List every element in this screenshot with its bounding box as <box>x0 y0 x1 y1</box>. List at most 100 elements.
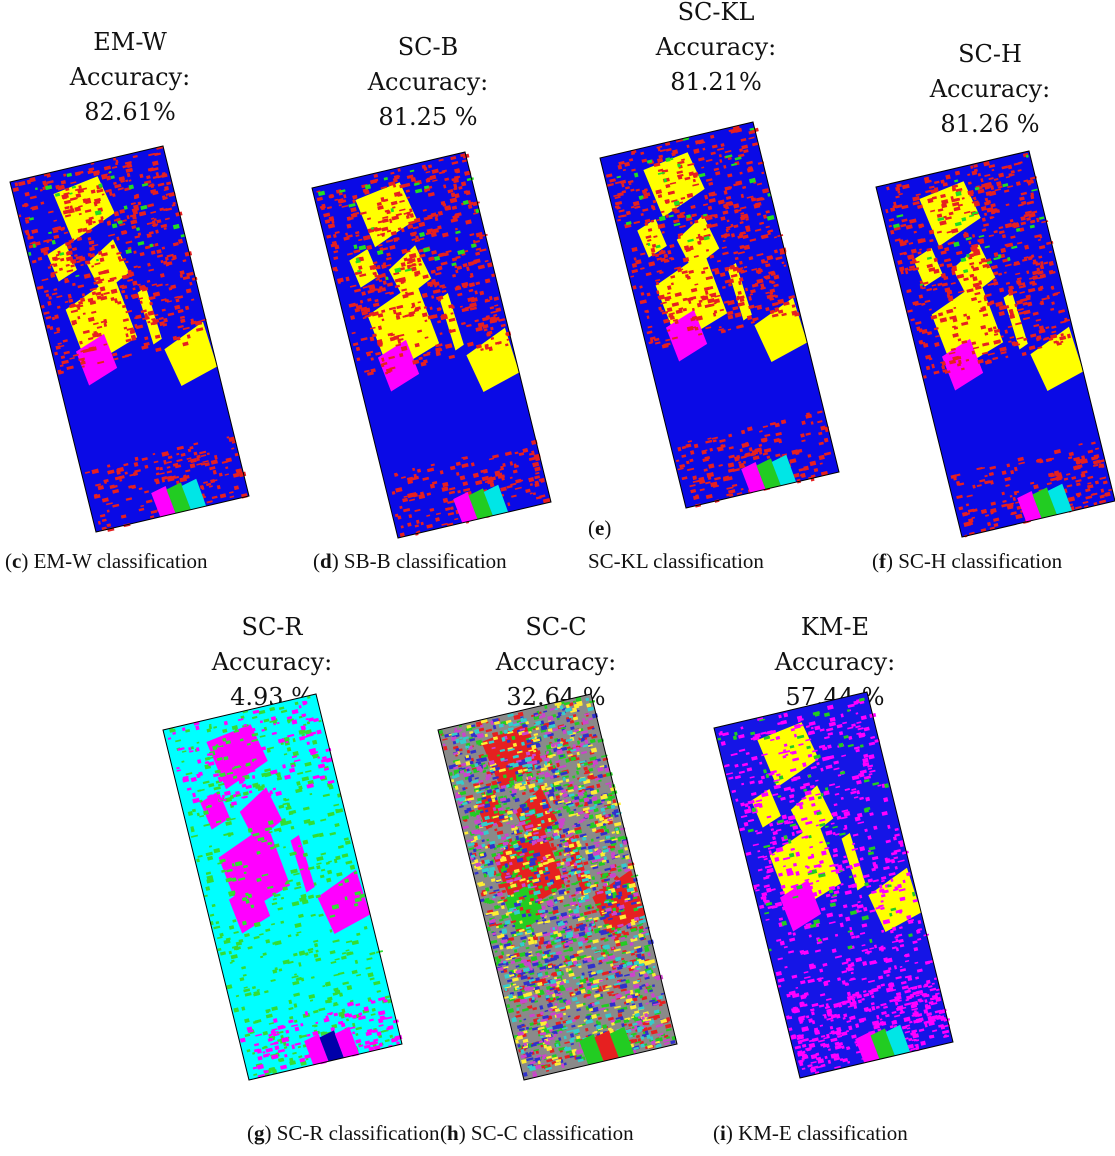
map-speckle <box>151 318 156 321</box>
map-speckle <box>137 297 144 300</box>
map-speckle <box>418 263 422 266</box>
map-speckle <box>422 208 427 212</box>
map-speckle <box>147 262 151 267</box>
map-speckle <box>673 200 680 206</box>
map-speckle <box>370 368 376 373</box>
map-speckle <box>100 252 108 257</box>
map-speckle <box>380 186 388 190</box>
map-speckle <box>777 234 784 238</box>
map-speckle <box>127 278 134 282</box>
map-speckle <box>699 488 705 492</box>
map-speckle <box>739 221 744 225</box>
map-speckle <box>447 189 454 194</box>
map-speckle <box>1033 323 1040 328</box>
map-speckle <box>493 313 498 317</box>
map-speckle <box>479 290 485 296</box>
map-speckle <box>689 450 695 455</box>
map-speckle <box>987 352 995 356</box>
map-speckle <box>425 170 431 174</box>
map-speckle <box>810 421 814 425</box>
map-speckle <box>119 479 123 482</box>
map-speckle <box>341 204 349 208</box>
map-speckle <box>154 334 161 339</box>
map-speckle <box>728 278 735 284</box>
map-speckle <box>84 260 89 265</box>
map-speckle <box>416 468 422 473</box>
map-speckle <box>451 262 457 267</box>
map-speckle <box>694 219 699 224</box>
map-speckle <box>131 225 137 230</box>
map-speckle <box>665 214 669 218</box>
map-speckle <box>650 204 655 210</box>
map-speckle <box>64 277 69 282</box>
map-speckle <box>45 315 52 320</box>
map-field <box>1030 326 1084 392</box>
map-speckle <box>746 160 753 165</box>
map-speckle <box>79 297 86 303</box>
map-speckle <box>764 433 771 438</box>
map-speckle <box>695 494 700 499</box>
map-speckle <box>638 195 643 200</box>
map-speckle <box>24 191 30 197</box>
map-speckle <box>645 235 652 239</box>
map-speckle <box>667 190 676 196</box>
map-speckle <box>494 472 503 477</box>
map-speckle <box>688 269 695 274</box>
map-speckle <box>719 159 723 163</box>
map-speckle <box>728 454 735 459</box>
map-speckle <box>395 315 401 320</box>
map-speckle <box>369 336 375 342</box>
map-speckle <box>739 260 743 265</box>
map-speckle <box>520 479 524 482</box>
map-speckle <box>152 175 159 179</box>
map-speckle <box>1036 267 1041 272</box>
map-speckle <box>162 260 168 265</box>
map-speckle <box>670 157 674 161</box>
map-speckle <box>698 157 705 162</box>
map-speckle <box>692 326 697 329</box>
map-speckle <box>762 452 769 456</box>
map-speckle <box>54 192 61 197</box>
map-speckle <box>205 482 212 487</box>
map-speckle <box>386 282 394 287</box>
map-speckle <box>147 167 154 172</box>
map-speckle <box>408 312 415 318</box>
map-speckle <box>928 308 932 311</box>
map-speckle <box>737 153 745 158</box>
map-speckle <box>189 463 196 469</box>
map-speckle <box>208 485 213 488</box>
map-speckle <box>196 462 203 466</box>
map-speckle <box>206 452 210 456</box>
map-speckle <box>122 318 129 322</box>
map-speckle <box>324 219 331 224</box>
map-speckle <box>665 147 672 152</box>
map-speckle <box>655 189 663 195</box>
map-speckle <box>665 183 671 189</box>
map-speckle <box>666 259 670 263</box>
classification-map <box>163 693 406 1081</box>
map-speckle <box>386 229 392 233</box>
map-speckle <box>189 446 194 450</box>
map-speckle <box>70 309 79 314</box>
map-speckle <box>475 247 482 251</box>
map-speckle <box>774 307 780 312</box>
map-speckle <box>61 359 69 365</box>
map-speckle <box>447 507 453 511</box>
map-speckle <box>156 254 164 258</box>
map-speckle <box>96 332 102 338</box>
map-speckle <box>424 336 429 339</box>
map-speckle <box>437 320 442 324</box>
map-speckle <box>675 309 683 314</box>
map-speckle <box>165 192 172 196</box>
map-speckle <box>133 196 139 200</box>
map-speckle <box>660 309 664 313</box>
map-speckle <box>724 150 732 154</box>
map-speckle <box>707 205 713 211</box>
map-speckle <box>121 289 126 294</box>
map-speckle <box>444 343 453 349</box>
map-speckle <box>31 259 37 264</box>
map-field <box>466 327 520 393</box>
map-speckle <box>726 493 730 497</box>
map-speckle <box>39 188 43 192</box>
map-speckle <box>366 371 374 376</box>
